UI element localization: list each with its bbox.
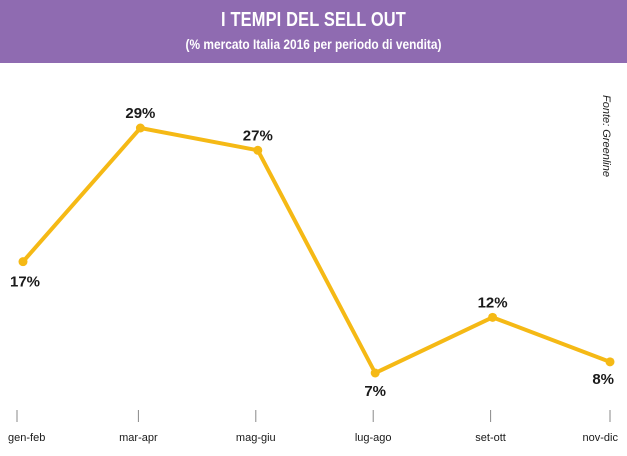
data-label-nov-dic: 8% <box>592 371 614 388</box>
x-tick-label-set-ott: set-ott <box>475 432 506 444</box>
data-point-gen-feb <box>18 257 28 267</box>
x-tick-label-mag-giu: mag-giu <box>236 432 276 444</box>
chart-title: I TEMPI DEL SELL OUT <box>221 9 406 31</box>
data-point-nov-dic <box>605 357 615 367</box>
x-tick-label-nov-dic: nov-dic <box>583 432 619 444</box>
series-line <box>21 126 612 375</box>
data-point-lug-ago <box>370 368 380 378</box>
chart-header: I TEMPI DEL SELL OUT (% mercato Italia 2… <box>0 0 627 63</box>
data-label-mar-apr: 29% <box>125 105 155 122</box>
chart-subtitle: (% mercato Italia 2016 per periodo di ve… <box>185 36 442 52</box>
x-tick-label-lug-ago: lug-ago <box>355 432 392 444</box>
data-label-lug-ago: 7% <box>364 383 386 400</box>
data-label-set-ott: 12% <box>478 294 508 311</box>
data-point-mar-apr <box>135 123 145 133</box>
data-label-gen-feb: 17% <box>10 274 40 291</box>
data-point-set-ott <box>488 312 498 322</box>
data-point-mag-giu <box>253 145 263 155</box>
x-tick-label-mar-apr: mar-apr <box>119 432 158 444</box>
data-label-mag-giu: 27% <box>243 127 273 144</box>
x-tick-label-gen-feb: gen-feb <box>8 432 45 444</box>
